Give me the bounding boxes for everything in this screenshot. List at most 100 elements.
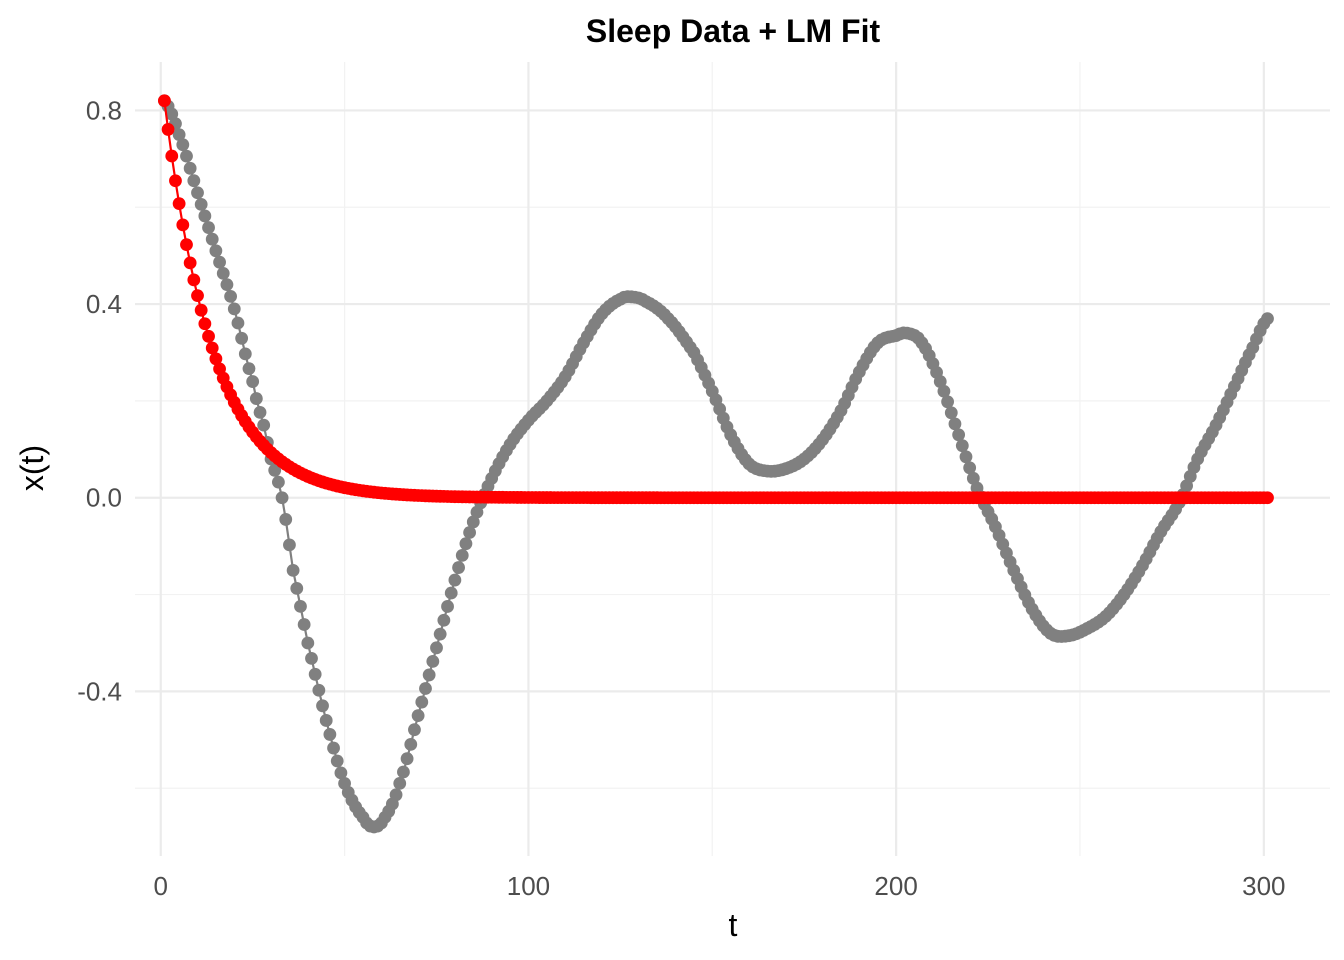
observed-point	[433, 627, 447, 641]
x-tick-label: 100	[507, 871, 550, 901]
observed-point	[437, 613, 451, 627]
fit-point	[1261, 491, 1274, 505]
observed-point	[959, 450, 973, 464]
fit-point	[158, 94, 171, 108]
observed-point	[297, 618, 311, 631]
observed-point	[452, 561, 465, 574]
observed-point	[183, 161, 197, 175]
observed-point	[283, 538, 296, 552]
observed-point	[400, 752, 414, 766]
observed-point	[216, 266, 230, 280]
series-lm-fit	[158, 94, 1274, 505]
fit-point	[187, 273, 201, 287]
x-tick-label: 0	[154, 871, 168, 901]
minor-gridlines	[135, 62, 1330, 856]
x-axis-label: t	[729, 907, 738, 943]
observed-point	[426, 654, 440, 668]
x-axis-ticks: 0 100 200 300	[154, 871, 1286, 901]
observed-point	[448, 573, 462, 587]
fit-point	[202, 329, 215, 343]
y-axis-ticks: -0.4 0.0 0.4 0.8	[77, 95, 122, 706]
observed-point	[966, 471, 980, 485]
observed-point	[242, 362, 256, 376]
observed-point	[290, 582, 304, 595]
observed-point	[249, 392, 263, 405]
series-observed-data	[158, 94, 1274, 834]
fit-point	[198, 317, 212, 331]
observed-point	[294, 599, 307, 613]
observed-point	[937, 384, 951, 398]
fit-line	[163, 100, 1268, 499]
major-gridlines	[135, 62, 1330, 856]
observed-point	[286, 563, 300, 577]
observed-point	[305, 651, 318, 665]
observed-point	[1261, 312, 1274, 325]
fit-point	[165, 149, 179, 163]
observed-point	[279, 513, 293, 526]
observed-point	[463, 526, 476, 539]
observed-point	[455, 549, 469, 562]
observed-point	[180, 149, 193, 163]
observed-point	[397, 765, 410, 779]
observed-point	[253, 405, 267, 419]
observed-point	[246, 375, 260, 388]
observed-point	[220, 278, 234, 292]
observed-point	[213, 255, 226, 269]
observed-point	[198, 209, 212, 223]
observed-point	[202, 221, 215, 234]
observed-point	[176, 138, 190, 152]
observed-point	[963, 461, 977, 475]
observed-point	[430, 641, 443, 655]
observed-point	[444, 586, 458, 600]
observed-point	[404, 737, 418, 751]
observed-point	[312, 683, 326, 697]
observed-point	[316, 699, 329, 713]
observed-point	[323, 728, 337, 741]
x-tick-label: 200	[874, 871, 917, 901]
observed-point	[227, 302, 241, 316]
fit-point	[172, 197, 186, 211]
observed-point	[330, 754, 344, 768]
fit-point	[191, 289, 204, 302]
observed-point	[275, 491, 289, 505]
observed-point	[948, 417, 962, 431]
observed-point	[191, 186, 204, 200]
observed-point	[408, 723, 421, 737]
observed-point	[941, 395, 954, 409]
y-axis-label: x(t)	[14, 445, 50, 491]
observed-point	[319, 714, 333, 727]
observed-point	[301, 636, 315, 650]
y-tick-label: -0.4	[77, 676, 122, 706]
observed-point	[235, 331, 249, 345]
observed-point	[415, 695, 429, 709]
observed-point	[238, 347, 252, 361]
observed-point	[187, 174, 201, 188]
observed-point	[422, 668, 436, 682]
observed-point	[393, 776, 407, 790]
fit-point	[176, 218, 190, 232]
observed-point	[411, 709, 425, 722]
observed-point	[231, 316, 245, 330]
observed-point	[172, 128, 186, 142]
observed-point	[268, 463, 282, 477]
observed-point	[205, 232, 219, 246]
chart-title: Sleep Data + LM Fit	[586, 13, 881, 49]
observed-point	[224, 289, 238, 303]
observed-point	[334, 766, 348, 780]
observed-point	[459, 537, 473, 551]
observed-point	[272, 475, 285, 489]
fit-point	[161, 123, 175, 136]
observed-point	[944, 406, 958, 420]
observed-point	[466, 515, 480, 529]
fit-point	[180, 238, 193, 251]
observed-point	[441, 600, 454, 613]
fit-point	[194, 303, 208, 317]
observed-point	[165, 107, 179, 121]
y-tick-label: 0.8	[86, 95, 122, 125]
observed-point	[209, 244, 223, 258]
y-tick-label: 0.4	[86, 289, 122, 319]
fit-point	[169, 174, 182, 188]
fit-point	[205, 341, 219, 355]
x-tick-label: 300	[1242, 871, 1285, 901]
